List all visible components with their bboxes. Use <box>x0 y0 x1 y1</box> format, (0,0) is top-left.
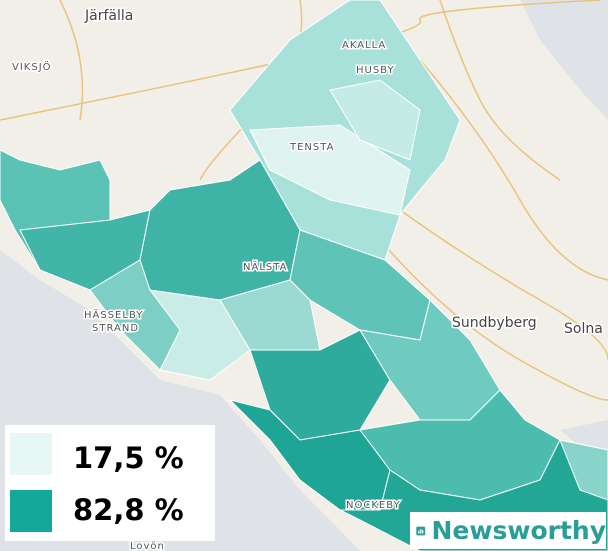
place-label: Sundbyberg <box>452 315 537 331</box>
legend-label: 17,5 % <box>73 441 184 475</box>
place-label: STRAND <box>92 323 139 334</box>
place-label: VIKSJÖ <box>12 60 52 73</box>
legend-swatch <box>10 490 52 532</box>
brand: Newsworthy <box>410 512 606 549</box>
place-label: Järfälla <box>84 8 133 24</box>
legend: 17,5 % 82,8 % <box>5 425 215 541</box>
brand-name: Newsworthy <box>431 516 607 545</box>
place-label: TENSTA <box>289 142 334 153</box>
place-label: NOCKEBY <box>346 500 401 511</box>
place-label: HÄSSELBY <box>84 308 143 321</box>
brand-icon <box>416 526 426 535</box>
legend-swatch <box>10 433 52 475</box>
labels: Järfälla VIKSJÖ AKALLA HUSBY TENSTA NÄLS… <box>11 7 605 551</box>
legend-label: 82,8 % <box>73 493 184 527</box>
place-label: Lovön <box>130 541 165 551</box>
place-label: AKALLA <box>342 40 386 51</box>
place-label: HUSBY <box>356 65 395 76</box>
place-label: NÄLSTA <box>243 260 287 273</box>
place-label: Solna <box>564 321 603 337</box>
